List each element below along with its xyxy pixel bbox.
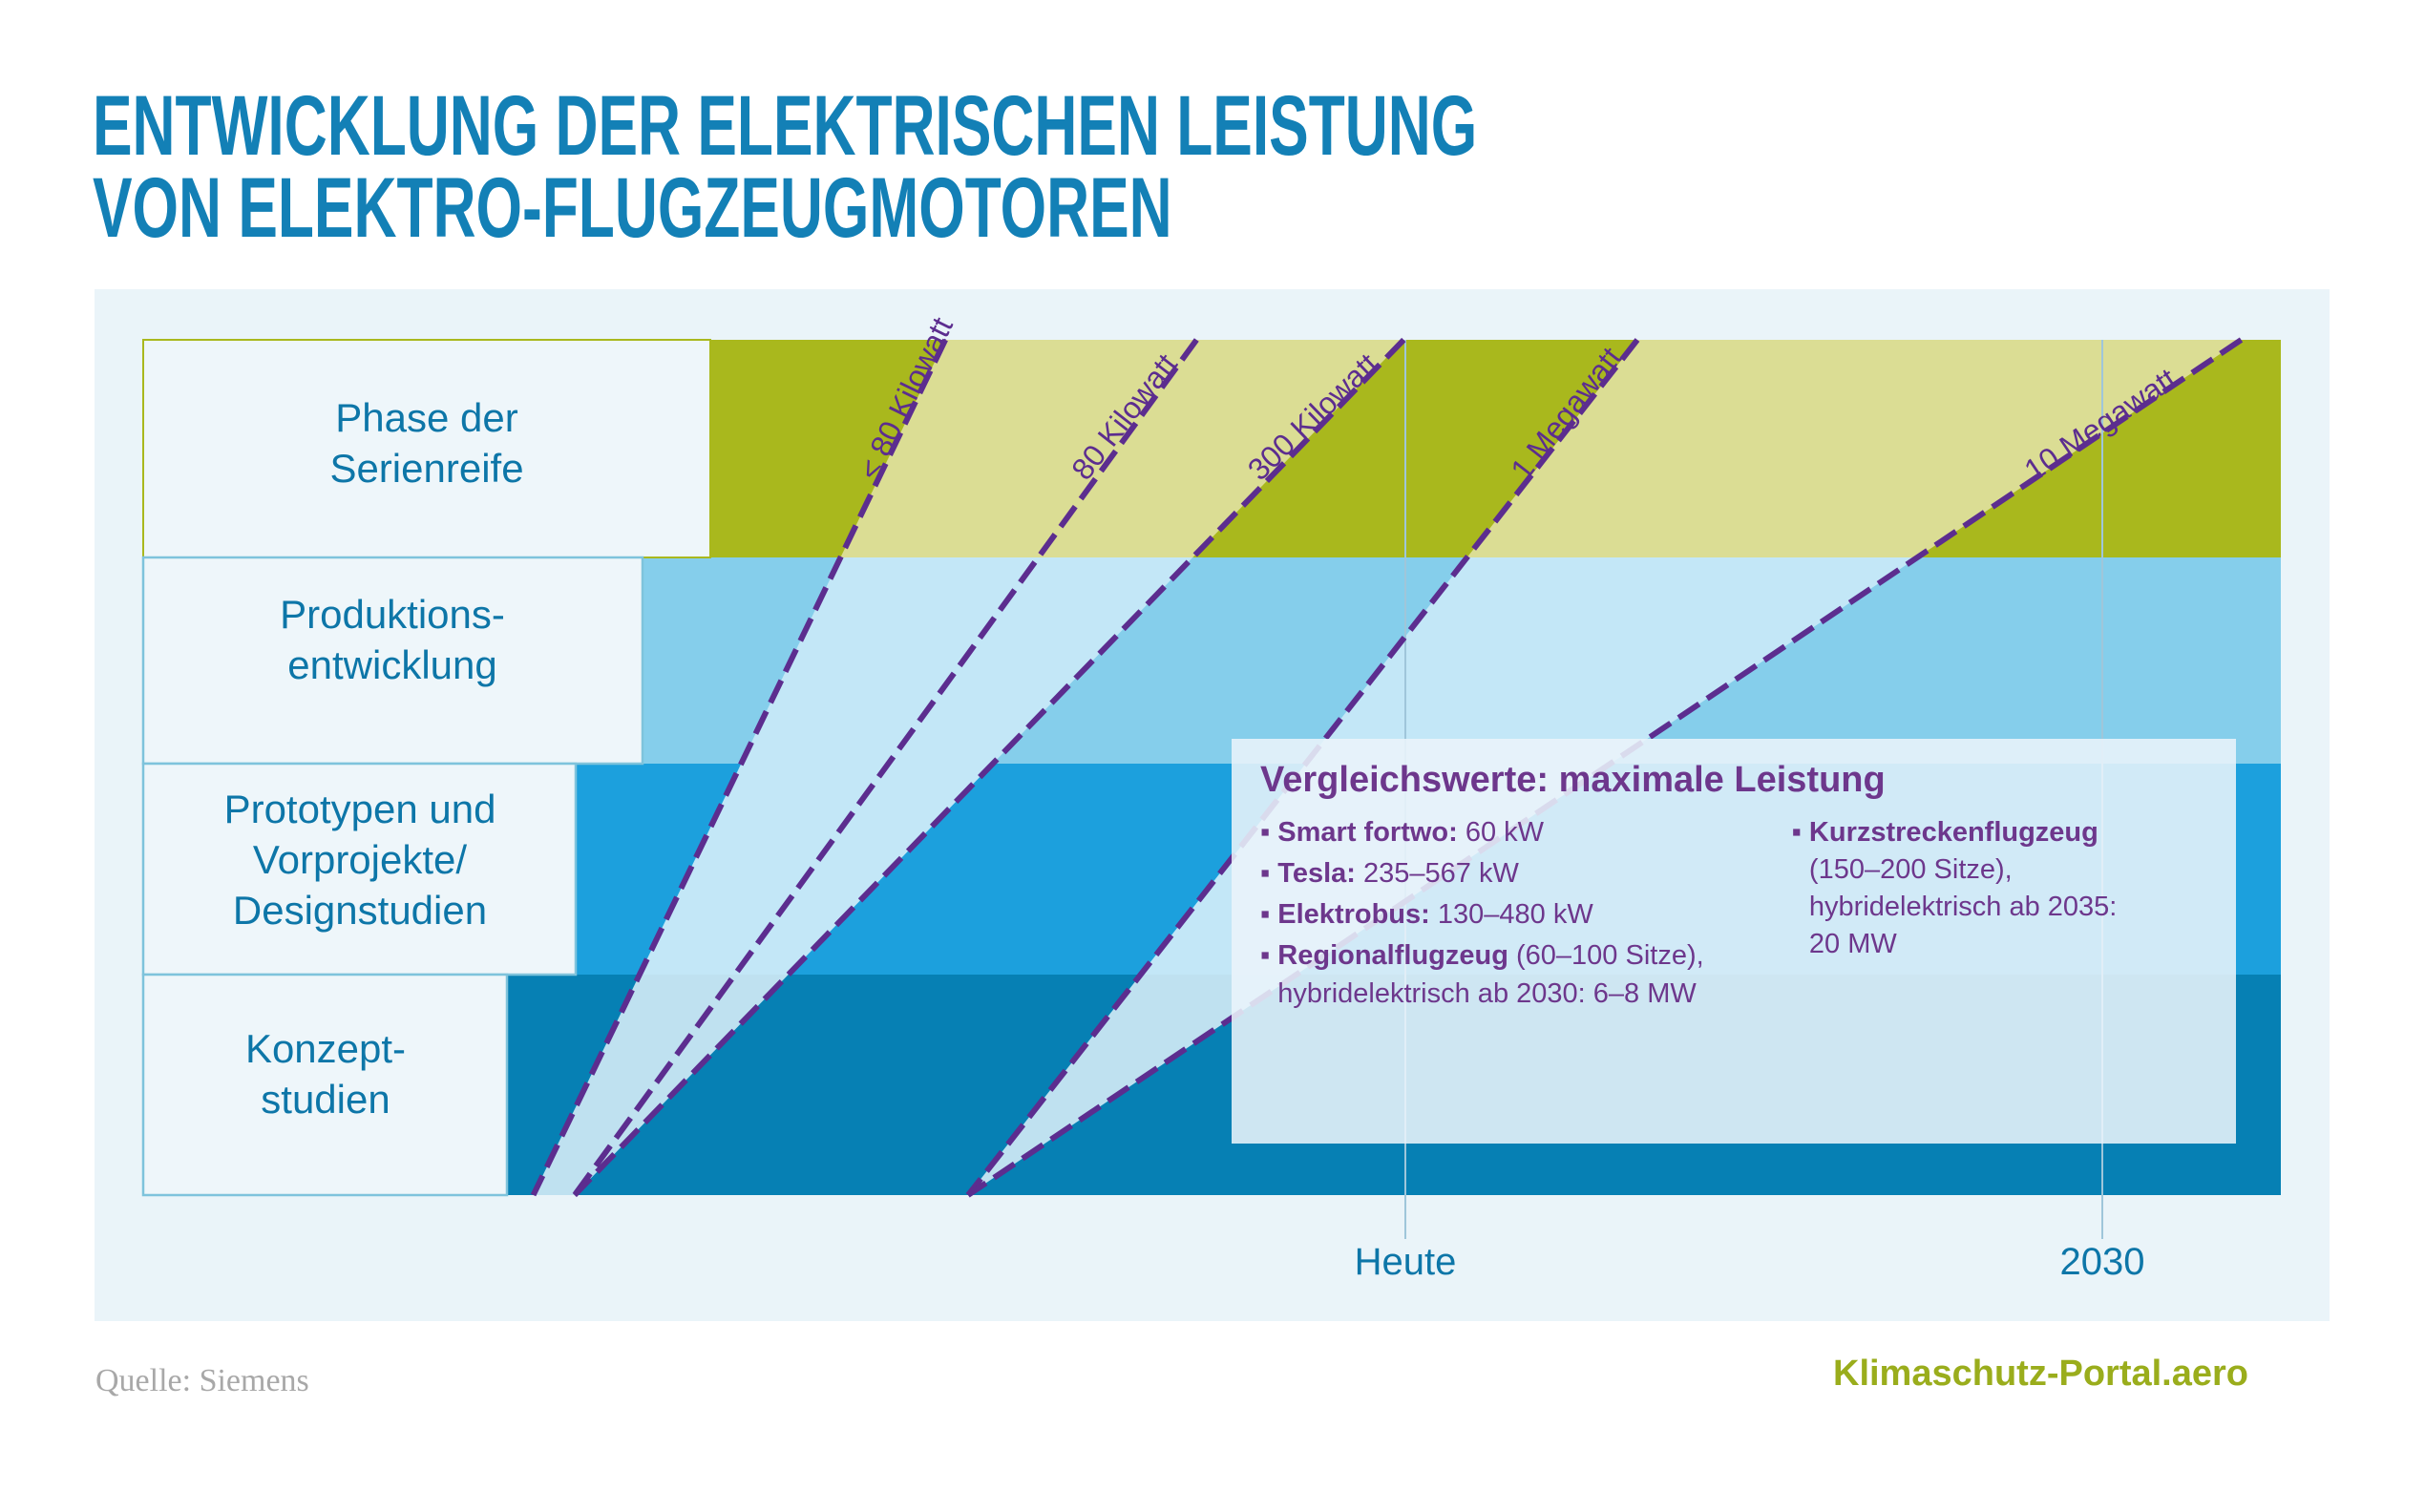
- svg-text:Designstudien: Designstudien: [233, 888, 487, 933]
- svg-text:studien: studien: [261, 1077, 390, 1122]
- svg-text:Konzept-: Konzept-: [245, 1026, 406, 1071]
- svg-text:entwicklung: entwicklung: [287, 642, 496, 687]
- svg-text:Produktions-: Produktions-: [280, 592, 505, 637]
- svg-text:Phase der: Phase der: [335, 395, 517, 440]
- svg-text:Serienreife: Serienreife: [329, 446, 523, 491]
- svg-text:Prototypen und: Prototypen und: [224, 787, 496, 831]
- svg-text:Vorprojekte/: Vorprojekte/: [253, 837, 467, 882]
